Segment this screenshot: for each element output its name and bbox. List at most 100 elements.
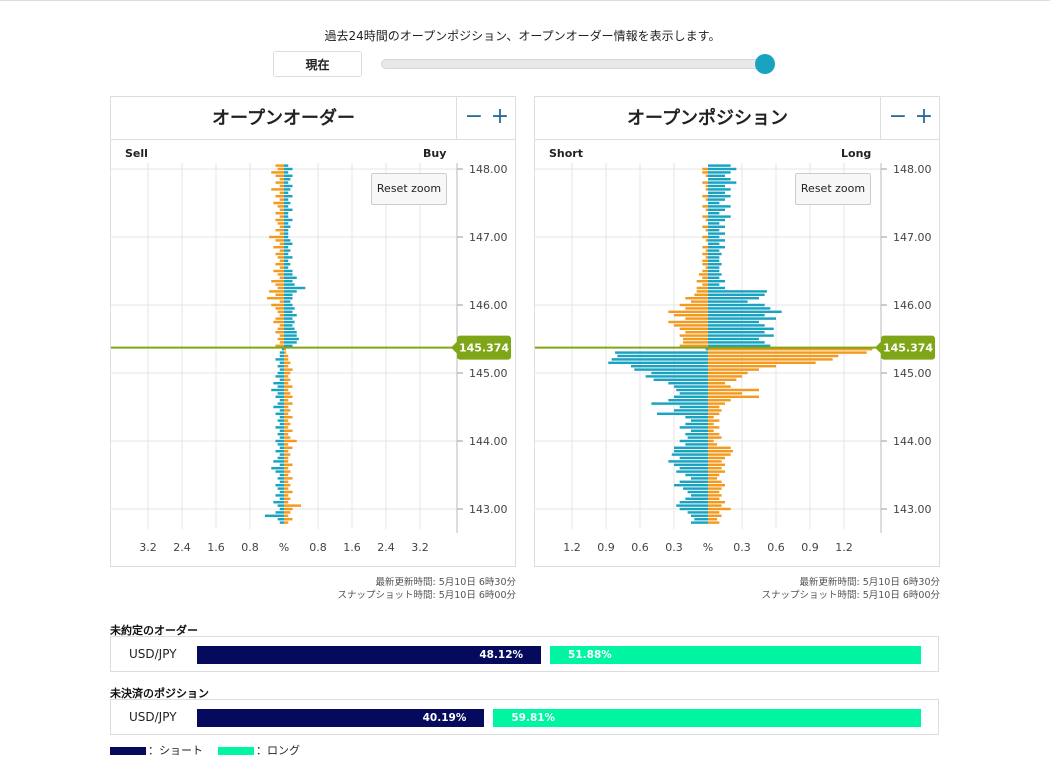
reset-zoom-button[interactable]: Reset zoom [371, 173, 447, 205]
right-bar [284, 378, 291, 382]
zoom-out-button[interactable]: − [888, 104, 908, 129]
right-bar [708, 358, 833, 361]
left-bar [683, 337, 708, 341]
left-bar [275, 283, 284, 286]
right-bar [284, 456, 289, 460]
right-bar [284, 351, 287, 354]
left-bar [277, 385, 284, 388]
time-slider-handle[interactable] [755, 54, 775, 74]
right-bar [708, 198, 725, 201]
left-bar [691, 429, 708, 433]
right-bar [708, 242, 720, 246]
right-bar [708, 330, 765, 334]
right-bar [708, 164, 731, 167]
left-bar [676, 504, 708, 507]
right-bar [284, 368, 293, 371]
right-bar [284, 225, 291, 229]
now-button[interactable]: 現在 [273, 51, 362, 77]
x-tick-label: % [279, 541, 289, 554]
right-bar [708, 432, 720, 436]
right-bar [708, 426, 720, 429]
left-bar [279, 398, 284, 402]
left-bar [275, 174, 284, 178]
left-bar [679, 480, 708, 484]
left-bar [277, 286, 284, 290]
right-bar [708, 422, 714, 426]
price-tick-label: 145.00 [893, 367, 932, 380]
left-bar [271, 188, 284, 191]
left-bar [691, 521, 708, 524]
right-bar [708, 327, 774, 331]
right-bar [284, 184, 293, 188]
left-bar [679, 392, 708, 395]
open-orders-chart[interactable]: 3.2 2.4 1.6 0.8% 0.8 1.6 2.4 3.2 148.00 147.00 146… [111, 97, 515, 566]
right-bar [284, 249, 291, 252]
right-bar [708, 205, 731, 208]
left-bar [277, 371, 284, 375]
left-bar [277, 402, 284, 405]
left-bar [685, 330, 708, 334]
right-bar [284, 211, 289, 215]
left-bar [651, 402, 708, 405]
legend-short: ：ショート [110, 744, 203, 758]
left-bar [279, 225, 284, 229]
legend-long-label: ：ロング [256, 744, 300, 757]
left-bar [611, 358, 708, 361]
left-bar [691, 494, 708, 497]
left-bar [273, 405, 284, 409]
left-bar [679, 500, 708, 504]
zoom-in-button[interactable]: + [490, 104, 510, 129]
left-bar [279, 507, 284, 511]
open-orders-panel: オープンオーダー − + 3.2 2.4 1.6 0.8% 0.8 1.6 2.4 3.2 14… [110, 96, 516, 567]
pending-orders-ratio: USD/JPY 48.12% 51.88% [110, 636, 939, 672]
time-slider-track[interactable] [381, 59, 769, 69]
right-bar [284, 191, 289, 195]
price-tick-label: 145.00 [469, 367, 508, 380]
right-bar [708, 194, 731, 198]
left-bar [279, 334, 284, 337]
left-bar [275, 252, 284, 256]
left-bar [271, 466, 284, 470]
right-bar [284, 239, 291, 242]
zoom-out-button[interactable]: − [464, 104, 484, 129]
left-bar [277, 273, 284, 276]
panel-title: オープンポジション [535, 97, 881, 140]
current-price-pointer [451, 341, 457, 354]
reset-zoom-button[interactable]: Reset zoom [795, 173, 871, 205]
right-bar [708, 310, 782, 314]
right-bar [284, 405, 289, 409]
left-bar [275, 330, 284, 334]
snapshot-time: スナップショット時間: 5月10日 6時00分 [761, 590, 940, 601]
right-bar [708, 167, 737, 171]
x-tick-label: 0.6 [767, 541, 785, 554]
right-bar [284, 293, 293, 297]
zoom-in-button[interactable]: + [914, 104, 934, 129]
right-bar [708, 307, 771, 310]
right-bar [284, 286, 306, 290]
right-bar [708, 456, 725, 460]
left-bar [279, 409, 284, 412]
left-bar [279, 266, 284, 269]
right-bar [708, 222, 720, 225]
right-bar [708, 368, 759, 371]
x-tick-label: 0.3 [665, 541, 683, 554]
right-bar [284, 310, 293, 314]
long-swatch [218, 747, 254, 755]
left-bar [702, 181, 708, 184]
right-bar [284, 412, 289, 416]
open-positions-chart[interactable]: 1.2 0.9 0.6 0.3% 0.3 0.6 0.9 1.2 148.00 147.00 146… [535, 97, 939, 566]
right-bar [284, 296, 293, 300]
right-bar [284, 300, 291, 303]
x-tick-label: 0.9 [801, 541, 819, 554]
left-bar [668, 310, 708, 314]
right-bar [284, 371, 291, 375]
right-bar [284, 395, 293, 399]
right-bar [284, 222, 289, 225]
left-bar [277, 310, 284, 314]
left-bar [653, 378, 708, 382]
left-bar [702, 225, 708, 229]
left-bar [279, 232, 284, 235]
right-bar [708, 208, 725, 212]
left-bar [277, 256, 284, 259]
x-tick-label: 0.9 [597, 541, 615, 554]
